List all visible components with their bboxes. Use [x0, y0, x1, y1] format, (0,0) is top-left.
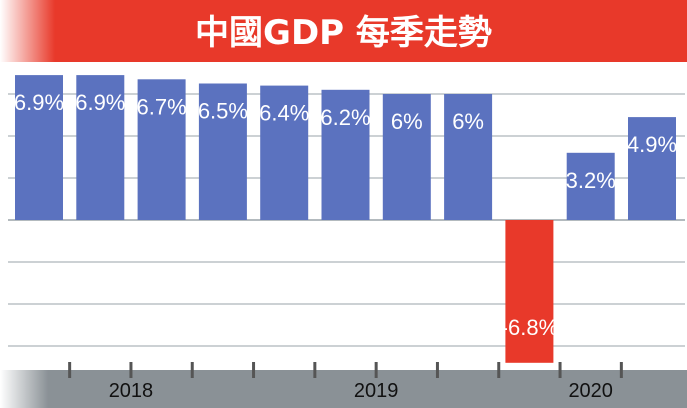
x-axis-band [0, 370, 687, 408]
year-label-2018: 2018 [109, 380, 154, 402]
year-label-2019: 2019 [354, 380, 399, 402]
bar-2 [76, 75, 125, 220]
bar-8 [444, 94, 493, 220]
bar-9 [505, 220, 554, 363]
data-label-3: 6.7% [137, 94, 187, 119]
chart-title: 中國GDP 每季走勢 [195, 13, 492, 53]
bar-labels: 6.9% 6.9% 6.7% 6.5% 6.4% 6.2% 6% 6% -6.8% 3.2% 4.9… [14, 90, 677, 340]
data-label-8: 6% [452, 109, 484, 134]
data-label-1: 6.9% [14, 90, 64, 115]
bar-4 [198, 83, 247, 220]
data-label-2: 6.9% [75, 90, 125, 115]
bar-3 [137, 79, 186, 220]
bar-1 [15, 75, 63, 220]
data-label-5: 6.4% [259, 101, 309, 126]
title-background [0, 0, 687, 62]
data-label-9: -6.8% [501, 315, 558, 340]
x-axis: 2018 2019 2020 [0, 362, 687, 408]
bars [15, 75, 676, 363]
data-label-11: 4.9% [627, 132, 677, 157]
bar-7 [382, 94, 431, 220]
data-label-10: 3.2% [566, 168, 616, 193]
bar-6 [321, 89, 370, 220]
data-label-7: 6% [391, 109, 423, 134]
bar-5 [260, 85, 309, 220]
year-label-2020: 2020 [568, 380, 613, 402]
bar-10 [566, 152, 615, 220]
data-label-6: 6.2% [320, 105, 370, 130]
title-banner: 中國GDP 每季走勢 [0, 0, 687, 62]
bar-11 [628, 117, 676, 220]
data-label-4: 6.5% [198, 99, 248, 124]
